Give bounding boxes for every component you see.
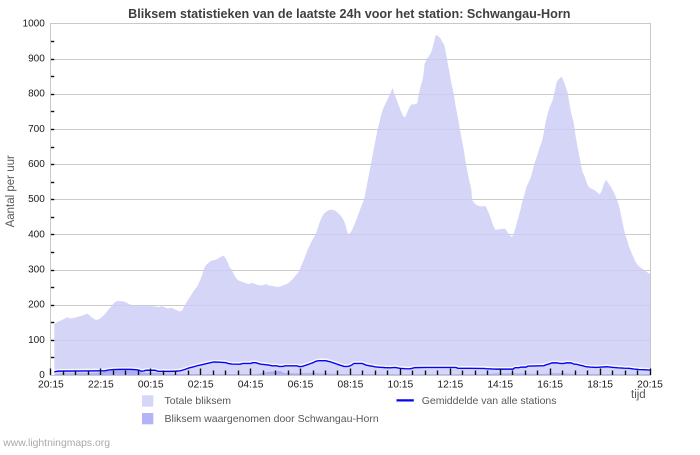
svg-text:22:15: 22:15	[88, 379, 114, 390]
svg-text:www.lightningmaps.org: www.lightningmaps.org	[2, 438, 110, 449]
svg-text:08:15: 08:15	[338, 379, 364, 390]
svg-text:20:15: 20:15	[637, 379, 663, 390]
svg-text:00:15: 00:15	[138, 379, 164, 390]
svg-text:Gemiddelde van alle stations: Gemiddelde van alle stations	[422, 395, 557, 407]
svg-text:800: 800	[28, 89, 45, 100]
svg-text:06:15: 06:15	[288, 379, 314, 390]
svg-text:20:15: 20:15	[38, 379, 64, 390]
svg-text:Aantal per uur: Aantal per uur	[5, 155, 17, 227]
svg-text:200: 200	[28, 300, 45, 311]
svg-text:400: 400	[28, 229, 45, 240]
svg-text:14:15: 14:15	[487, 379, 513, 390]
svg-text:12:15: 12:15	[437, 379, 463, 390]
svg-text:16:15: 16:15	[537, 379, 563, 390]
svg-text:1000: 1000	[23, 18, 46, 29]
svg-text:04:15: 04:15	[238, 379, 264, 390]
svg-text:Totale bliksem: Totale bliksem	[165, 395, 232, 407]
svg-text:Bliksem statistieken van de la: Bliksem statistieken van de laatste 24h …	[128, 7, 570, 21]
svg-text:18:15: 18:15	[587, 379, 613, 390]
svg-text:700: 700	[28, 124, 45, 135]
svg-text:900: 900	[28, 54, 45, 65]
svg-text:600: 600	[28, 159, 45, 170]
svg-text:02:15: 02:15	[188, 379, 214, 390]
svg-text:100: 100	[28, 335, 45, 346]
svg-text:tijd: tijd	[631, 389, 646, 401]
svg-text:300: 300	[28, 264, 45, 275]
svg-text:Bliksem waargenomen door Schwa: Bliksem waargenomen door Schwangau-Horn	[165, 413, 379, 425]
svg-text:10:15: 10:15	[387, 379, 413, 390]
svg-text:0: 0	[39, 370, 45, 381]
svg-text:500: 500	[28, 194, 45, 205]
